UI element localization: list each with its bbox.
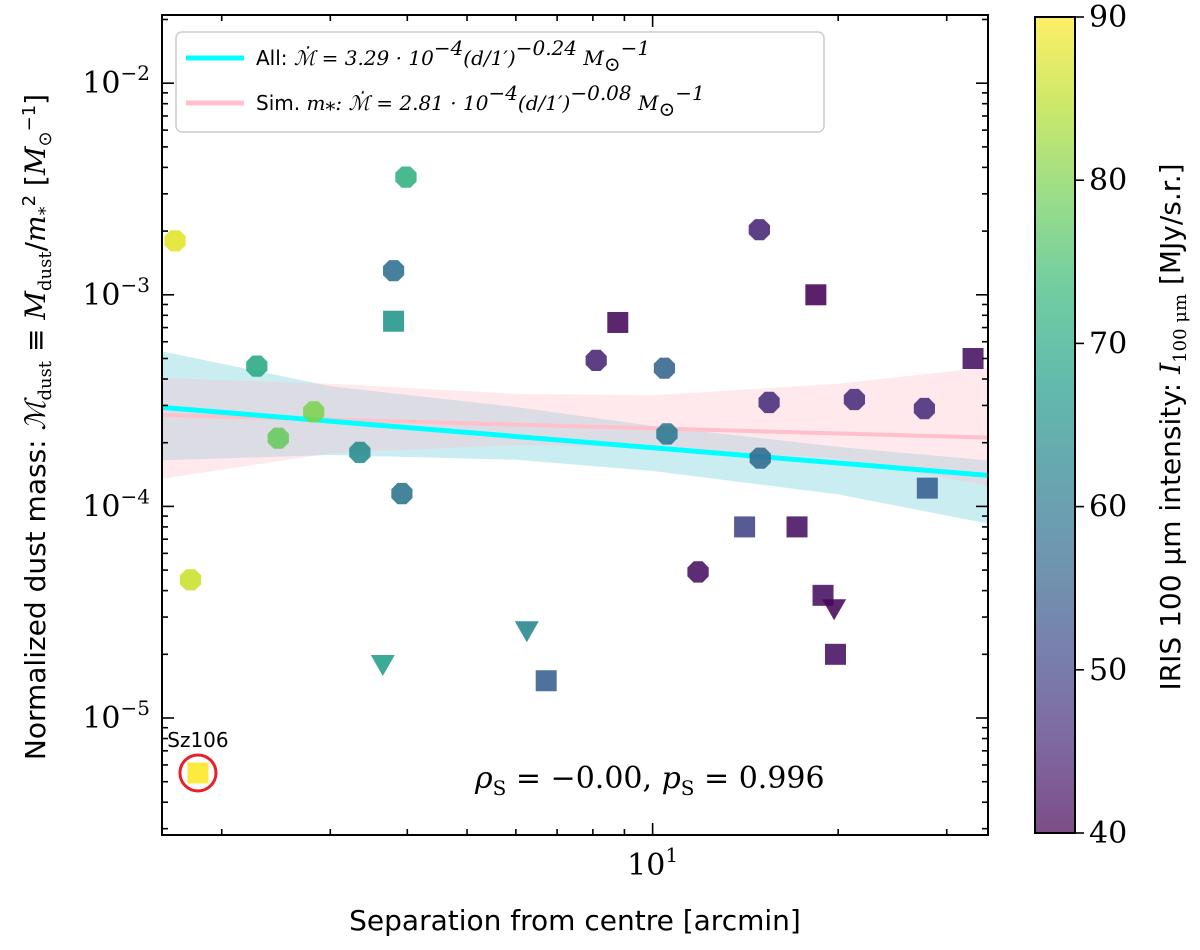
legend-label-sim: Sim. m*: ℳ̇ = 2.81 · 10−4(d/1′)−0.08 M⊙−…: [256, 81, 705, 121]
data-point-9: [383, 260, 405, 282]
svg-text:Normalized dust mass: ℳdust ≡: Normalized dust mass: ℳdust ≡ Mdust/m*2 …: [19, 94, 56, 760]
data-point-24: [786, 516, 808, 538]
data-point-11: [391, 482, 413, 505]
data-point-8: [370, 654, 395, 676]
data-point-27: [822, 599, 847, 621]
data-point-5: [267, 427, 289, 449]
y-tick-label: 10−3: [82, 273, 150, 313]
data-point-28: [824, 643, 846, 665]
svg-text:IRIS 100 μm intensity: I100 μm: IRIS 100 μm intensity: I100 μm [MJy/s.r.…: [1154, 163, 1191, 690]
data-point-6: [303, 401, 325, 423]
data-point-13: [514, 621, 539, 643]
colorbar-tick-label: 90: [1089, 0, 1127, 35]
spearman-annotation: ρS = −0.00, pS = 0.996: [474, 761, 825, 800]
y-axis-title: Normalized dust mass: ℳdust ≡ Mdust/m*2 …: [19, 94, 56, 760]
data-point-21: [748, 219, 770, 241]
data-point-32: [962, 347, 984, 369]
highlight-ring: [178, 753, 218, 793]
data-point-1: [164, 230, 186, 252]
data-point-4: [246, 355, 268, 377]
sz106-label: Sz106: [167, 728, 228, 752]
y-axis-ticks: 10−5 10−4 10−3 10−2: [82, 18, 988, 830]
band-all: [162, 351, 988, 524]
data-point-19: [687, 561, 709, 583]
colorbar-tick-label: 40: [1089, 816, 1127, 851]
colorbar-ticks: 40 50 60 70 80 90: [1075, 0, 1127, 851]
plot-frame: [161, 14, 989, 836]
data-point-12: [395, 166, 417, 188]
data-point-29: [843, 388, 865, 411]
colorbar: [1034, 16, 1076, 834]
data-point-22: [749, 447, 771, 469]
data-point-7: [349, 441, 371, 463]
colorbar-tick-label: 70: [1089, 326, 1127, 361]
colorbar-tick-label: 60: [1089, 490, 1127, 525]
data-point-18: [656, 423, 678, 445]
fit-line-all: [162, 404, 988, 478]
data-point-10: [383, 310, 405, 332]
legend-box: [175, 31, 825, 133]
legend: All: ℳ̇ = 3.29 · 10−4(d/1′)−0.24 M⊙−1 Si…: [175, 31, 825, 133]
data-point-2: [179, 569, 202, 591]
x-axis-title: Separation from centre [arcmin]: [349, 904, 801, 937]
colorbar-tick-label: 50: [1089, 653, 1127, 688]
y-axis-title-prefix: Normalized dust mass:: [19, 430, 52, 760]
colorbar-tick-label: 80: [1089, 163, 1127, 198]
data-point-16: [607, 311, 629, 333]
legend-label-all: All: ℳ̇ = 3.29 · 10−4(d/1′)−0.24 M⊙−1: [256, 36, 650, 76]
data-point-30: [913, 397, 935, 420]
data-point-25: [805, 284, 827, 306]
x-tick-label: 101: [627, 843, 678, 883]
data-points: [164, 166, 984, 784]
data-point-23: [758, 391, 780, 414]
y-tick-label: 10−5: [82, 696, 150, 736]
data-point-15: [585, 349, 607, 371]
sz106-highlight: Sz106: [167, 728, 229, 793]
data-point-14: [535, 670, 557, 692]
data-point-31: [916, 477, 938, 499]
x-axis-ticks: 101: [220, 15, 948, 883]
fit-lines: [162, 404, 988, 478]
y-tick-label: 10−2: [82, 61, 150, 101]
y-tick-label: 10−4: [82, 484, 150, 524]
data-point-20: [734, 516, 756, 538]
data-point-3: [187, 762, 209, 784]
colorbar-title: IRIS 100 μm intensity: I100 μm [MJy/s.r.…: [1154, 163, 1191, 690]
data-point-17: [653, 357, 675, 379]
